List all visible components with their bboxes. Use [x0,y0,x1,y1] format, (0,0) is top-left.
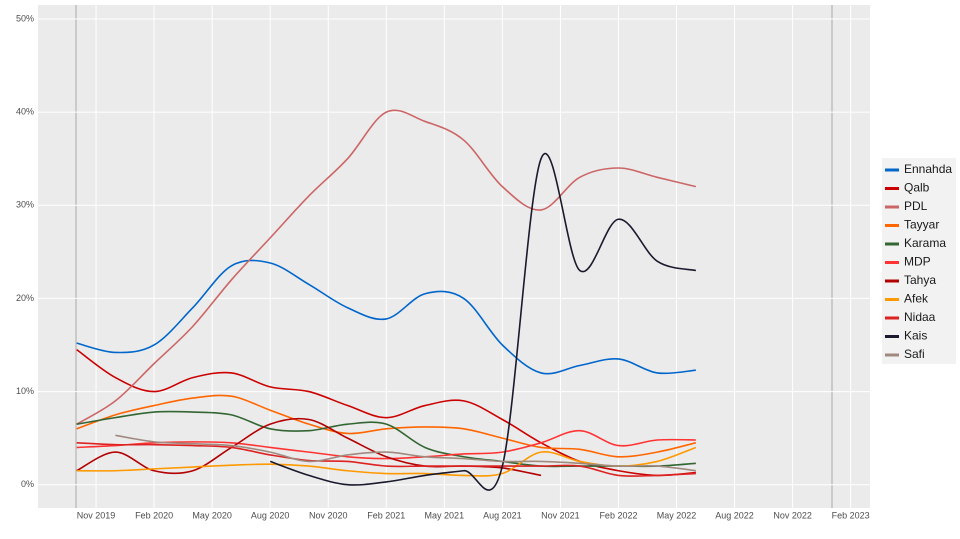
series-line [76,109,697,425]
y-tick-label: 30% [16,200,34,210]
series-line [76,348,696,477]
series-line [76,394,697,458]
y-tick-label: 40% [16,106,34,116]
legend-label: PDL [904,199,928,213]
series-line [76,429,696,460]
series-line [76,410,696,468]
x-tick-label: Nov 2019 [77,510,116,520]
series-line [76,441,696,477]
legend-label: Qalb [904,181,930,195]
legend-label: MDP [904,255,931,269]
x-tick-label: May 2022 [657,510,697,520]
legend-label: Tahya [904,273,936,287]
x-tick-label: Feb 2022 [599,510,637,520]
y-tick-label: 0% [21,479,34,489]
y-tick-label: 50% [16,13,34,23]
y-tick-label: 10% [16,386,34,396]
legend-label: Afek [904,292,929,306]
legend-label: Ennahda [904,162,952,176]
x-tick-label: Aug 2021 [483,510,522,520]
x-tick-label: Nov 2022 [773,510,812,520]
x-tick-label: May 2021 [425,510,465,520]
plot-panel [38,5,870,508]
x-tick-label: Feb 2023 [832,510,870,520]
legend-label: Kais [904,329,927,343]
x-tick-label: Feb 2021 [367,510,405,520]
x-tick-label: May 2020 [192,510,232,520]
x-tick-label: Nov 2020 [309,510,348,520]
x-tick-label: Nov 2021 [541,510,580,520]
y-tick-label: 20% [16,293,34,303]
legend-label: Tayyar [904,218,939,232]
x-tick-label: Aug 2022 [715,510,754,520]
series-line [269,153,697,491]
series-line [115,434,696,472]
legend-label: Safi [904,347,925,361]
legend-label: Karama [904,236,946,250]
series-line [76,259,696,375]
x-tick-label: Aug 2020 [251,510,290,520]
x-tick-label: Feb 2020 [135,510,173,520]
legend-label: Nidaa [904,310,936,324]
